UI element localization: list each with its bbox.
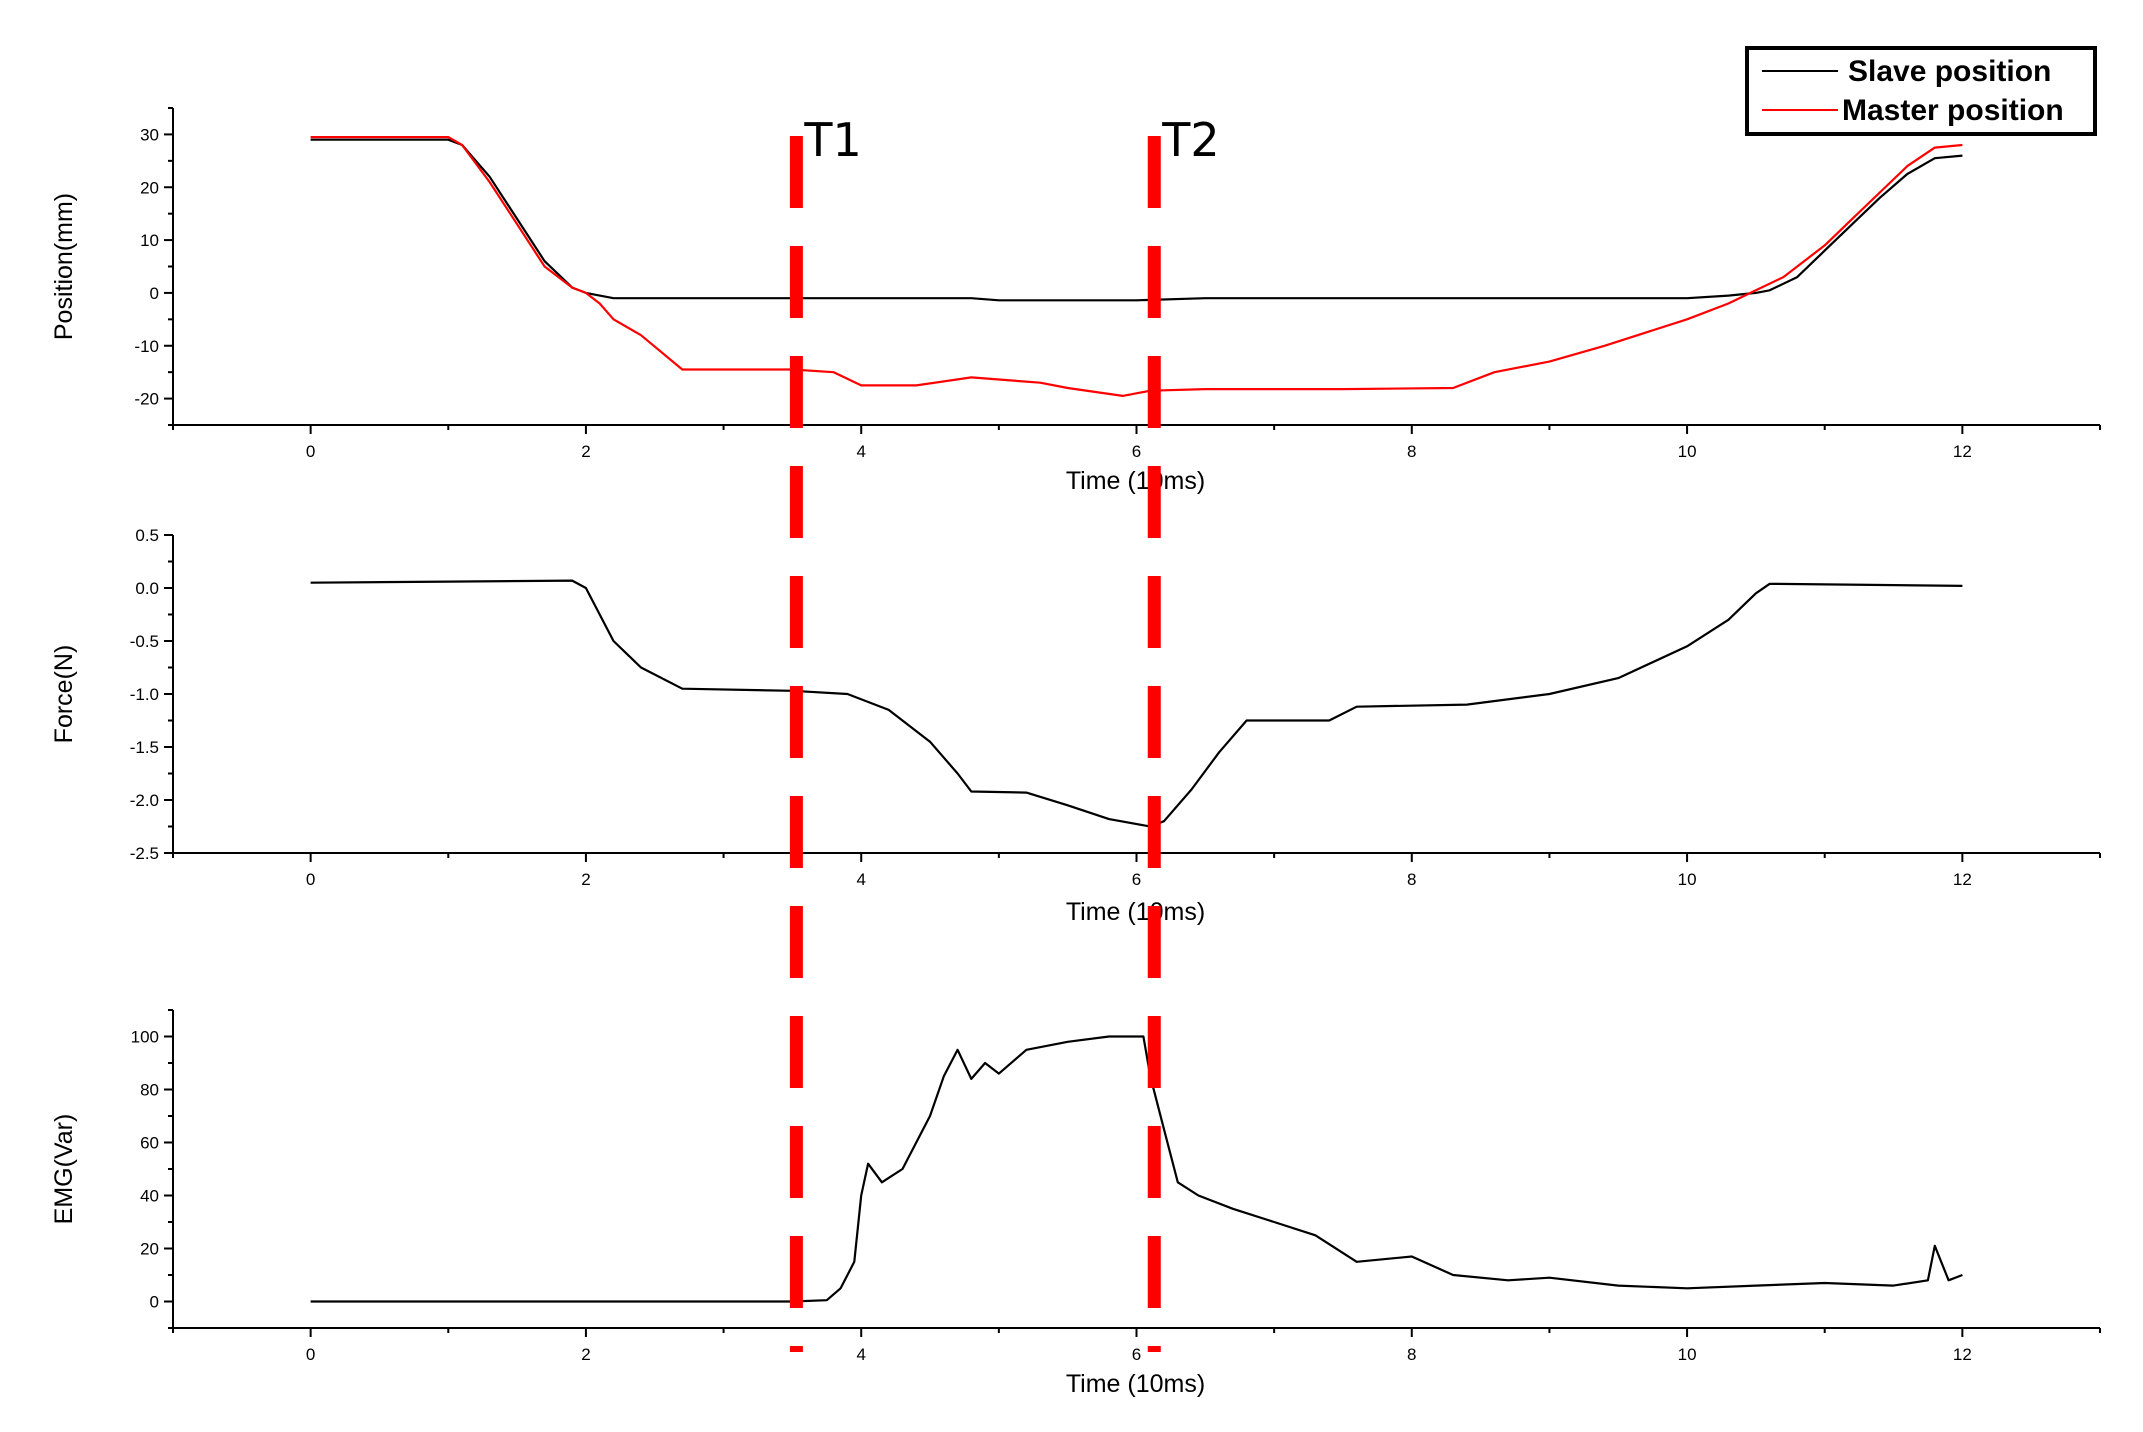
emg-y-tick-label: 80 xyxy=(140,1081,159,1100)
force-y-tick-label: -1.5 xyxy=(130,738,159,757)
emg-y-axis-label: EMG(Var) xyxy=(50,1114,78,1225)
emg-x-tick-label: 2 xyxy=(581,1345,590,1364)
position-y-tick-label: 30 xyxy=(140,125,159,144)
force-y-tick-label: -2.0 xyxy=(130,791,159,810)
position-x-tick-label: 6 xyxy=(1132,442,1141,461)
position-y-tick-label: 0 xyxy=(150,284,159,303)
force-y-tick-label: -0.5 xyxy=(130,632,159,651)
emg-x-tick-label: 12 xyxy=(1953,1345,1972,1364)
force-x-tick-label: 4 xyxy=(856,870,865,889)
force-y-tick-label: 0.5 xyxy=(135,526,159,545)
force-x-tick-label: 0 xyxy=(306,870,315,889)
legend-box xyxy=(1745,46,2097,136)
emg-series-line xyxy=(310,1035,1963,1303)
master-position-series-line xyxy=(310,136,1963,397)
legend-label-master: Master position xyxy=(1842,94,2064,127)
force-y-tick-label: 0.0 xyxy=(135,579,159,598)
marker-t1-label: T1 xyxy=(803,113,861,167)
emg-x-tick-label: 0 xyxy=(306,1345,315,1364)
position-x-axis-label: Time (10ms) xyxy=(1066,467,1205,495)
emg-y-tick-label: 0 xyxy=(150,1293,159,1312)
emg-x-tick-label: 6 xyxy=(1132,1345,1141,1364)
position-y-tick-label: 10 xyxy=(140,231,159,250)
position-y-tick-label: 20 xyxy=(140,178,159,197)
legend-label-slave: Slave position xyxy=(1848,55,2051,88)
force-x-tick-label: 6 xyxy=(1132,870,1141,889)
force-x-tick-label: 8 xyxy=(1407,870,1416,889)
force-series-line xyxy=(310,579,1963,828)
position-x-tick-label: 10 xyxy=(1678,442,1697,461)
force-x-tick-label: 10 xyxy=(1678,870,1697,889)
emg-y-tick-label: 60 xyxy=(140,1134,159,1153)
marker-layer: T1 T2 xyxy=(789,113,1220,1352)
legend: Slave position Master position xyxy=(1745,46,2097,136)
slave-position-series-line xyxy=(310,138,1963,302)
position-chart: 0 2 4 6 8 10 12 30 20 10 0 -10 -20 Time (10ms) Positio… xyxy=(50,107,2101,495)
position-x-tick-label: 12 xyxy=(1953,442,1972,461)
force-x-axis-label: Time (10ms) xyxy=(1066,898,1205,926)
force-y-tick-label: -1.0 xyxy=(130,685,159,704)
position-x-tick-label: 0 xyxy=(306,442,315,461)
position-x-tick-label: 4 xyxy=(856,442,865,461)
emg-x-tick-label: 8 xyxy=(1407,1345,1416,1364)
force-x-tick-label: 2 xyxy=(581,870,590,889)
emg-y-tick-label: 20 xyxy=(140,1240,159,1259)
marker-t2-label: T2 xyxy=(1161,113,1219,167)
position-x-tick-label: 8 xyxy=(1407,442,1416,461)
force-chart: 0 2 4 6 8 10 12 0.5 0.0 -0.5 -1.0 -1.5 -2.0 -2.5 Time … xyxy=(50,526,2101,926)
emg-chart: 0 2 4 6 8 10 12 100 80 60 40 20 0 Time (10ms) EMG(Var) xyxy=(50,1009,2101,1398)
emg-y-tick-label: 100 xyxy=(131,1028,159,1047)
emg-x-tick-label: 10 xyxy=(1678,1345,1697,1364)
position-y-axis-label: Position(mm) xyxy=(50,193,78,340)
emg-x-tick-label: 4 xyxy=(856,1345,865,1364)
force-y-axis-label: Force(N) xyxy=(50,645,78,744)
force-y-tick-label: -2.5 xyxy=(130,844,159,863)
position-y-tick-label: -20 xyxy=(134,390,159,409)
force-x-tick-label: 12 xyxy=(1953,870,1972,889)
emg-x-axis-label: Time (10ms) xyxy=(1066,1370,1205,1398)
position-y-tick-label: -10 xyxy=(134,337,159,356)
emg-y-tick-label: 40 xyxy=(140,1187,159,1206)
position-x-tick-label: 2 xyxy=(581,442,590,461)
